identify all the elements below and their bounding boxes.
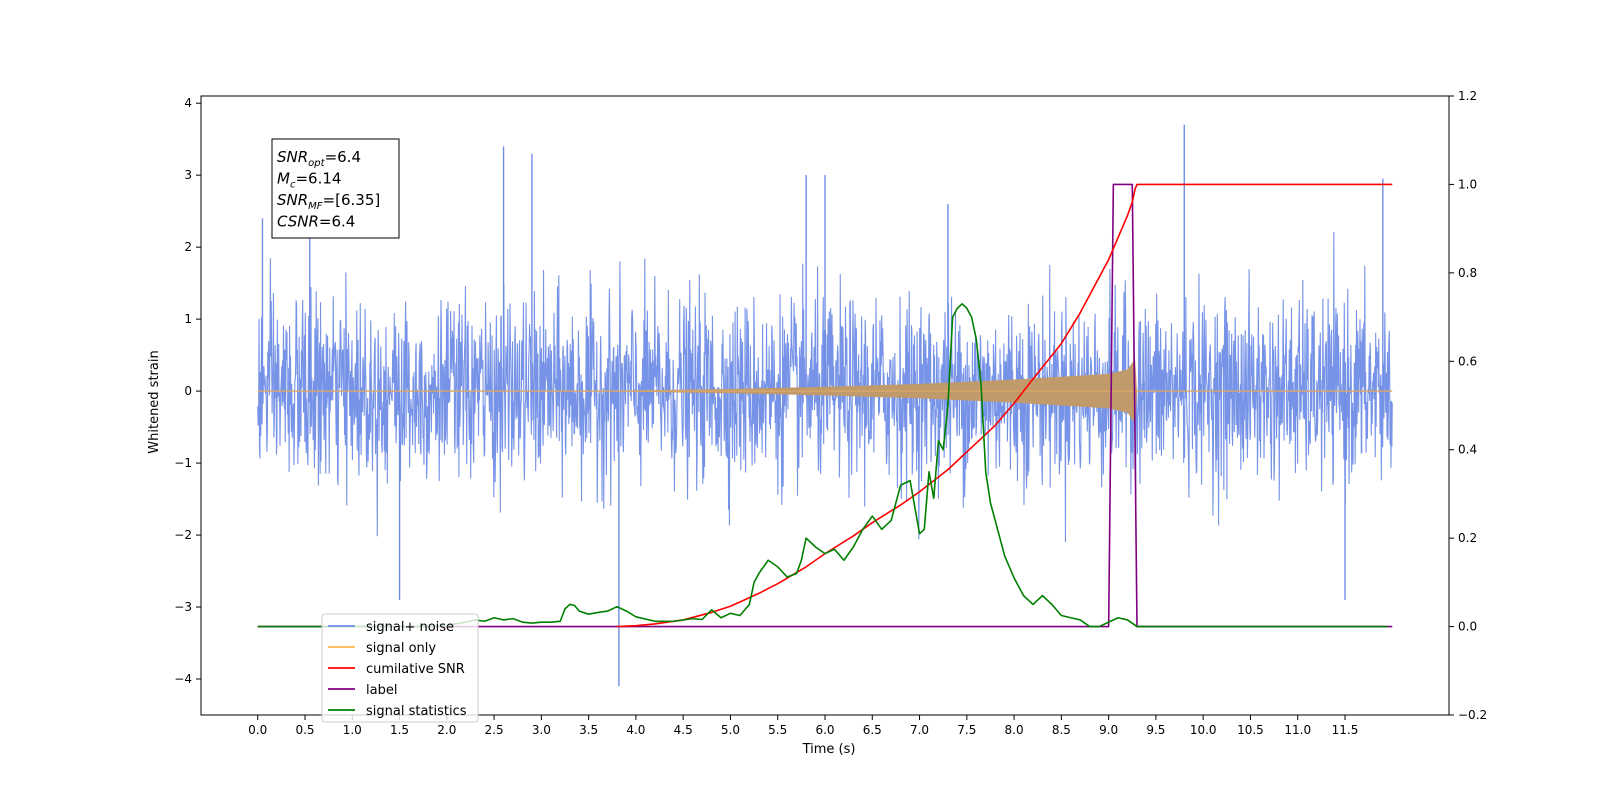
x-tick-label-0: 0.0 bbox=[248, 723, 267, 737]
annotation-subscript: MF bbox=[308, 201, 323, 212]
x-axis-label: Time (s) bbox=[802, 742, 856, 757]
annotation-line-0: SNRopt=6.4 bbox=[277, 148, 361, 169]
x-tick-label-11: 5.5 bbox=[768, 723, 787, 737]
annotation-subscript: opt bbox=[308, 158, 325, 169]
y-axis-label: Whitened strain bbox=[147, 350, 162, 453]
annotation-line-1: Mc=6.14 bbox=[277, 170, 341, 191]
y-tick-label-7: −3 bbox=[174, 600, 192, 614]
annotation-value: =[6.35] bbox=[323, 191, 381, 209]
y-tick-label-3: 1 bbox=[184, 312, 192, 326]
x-tick-label-4: 2.0 bbox=[437, 723, 456, 737]
annotation-line-3: CSNR=6.4 bbox=[277, 213, 355, 231]
x-tick-label-1: 0.5 bbox=[295, 723, 314, 737]
legend-label-3: label bbox=[366, 683, 397, 698]
x-tick-label-19: 9.5 bbox=[1146, 723, 1165, 737]
y2-tick-label-6: 0.0 bbox=[1458, 620, 1477, 634]
plot-layer bbox=[257, 124, 1393, 687]
x-tick-label-14: 7.0 bbox=[910, 723, 929, 737]
x-tick-label-3: 1.5 bbox=[390, 723, 409, 737]
x-tick-label-21: 10.5 bbox=[1237, 723, 1264, 737]
x-tick-label-9: 4.5 bbox=[674, 723, 693, 737]
annotation-value: =6.14 bbox=[295, 170, 341, 188]
legend-label-0: signal+ noise bbox=[366, 620, 454, 635]
y-tick-label-2: 2 bbox=[184, 240, 192, 254]
x-tick-label-7: 3.5 bbox=[579, 723, 598, 737]
x-tick-label-23: 11.5 bbox=[1332, 723, 1359, 737]
x-tick-label-18: 9.0 bbox=[1099, 723, 1118, 737]
annotation-symbol: M bbox=[277, 170, 290, 188]
annotation-frame bbox=[271, 138, 400, 239]
x-tick-label-12: 6.0 bbox=[815, 723, 834, 737]
annotation-value: =6.4 bbox=[319, 213, 355, 231]
y2-tick-label-7: −0.2 bbox=[1458, 708, 1487, 722]
series-signal-statistics-line bbox=[257, 303, 1388, 628]
y-tick-label-8: −4 bbox=[174, 672, 192, 686]
plot-area bbox=[257, 124, 1393, 687]
y2-tick-label-2: 0.8 bbox=[1458, 266, 1477, 280]
x-tick-label-10: 5.0 bbox=[721, 723, 740, 737]
y2-tick-label-1: 1.0 bbox=[1458, 177, 1477, 191]
annotation-line-2: SNRMF=[6.35] bbox=[277, 191, 380, 212]
legend-frame bbox=[321, 613, 479, 723]
x-tick-label-5: 2.5 bbox=[485, 723, 504, 737]
legend-label-2: cumilative SNR bbox=[366, 662, 465, 677]
legend-label-1: signal only bbox=[366, 641, 436, 656]
legend: signal+ noise signal only cumilative SNR la… bbox=[321, 613, 479, 723]
y-tick-label-1: 3 bbox=[184, 168, 192, 182]
y2-tick-label-5: 0.2 bbox=[1458, 531, 1477, 545]
y-tick-label-6: −2 bbox=[174, 528, 192, 542]
x-tick-label-15: 7.5 bbox=[957, 723, 976, 737]
y-tick-label-0: 4 bbox=[184, 96, 192, 110]
annotation-value: =6.4 bbox=[325, 148, 361, 166]
x-tick-label-2: 1.0 bbox=[343, 723, 362, 737]
legend-label-4: signal statistics bbox=[366, 704, 467, 719]
x-tick-label-22: 11.0 bbox=[1284, 723, 1311, 737]
y2-tick-label-0: 1.2 bbox=[1458, 89, 1477, 103]
x-tick-label-8: 4.0 bbox=[626, 723, 645, 737]
x-tick-label-13: 6.5 bbox=[863, 723, 882, 737]
y2-tick-label-3: 0.6 bbox=[1458, 354, 1477, 368]
annotation-symbol: SNR bbox=[277, 191, 308, 209]
annotation-symbol: SNR bbox=[277, 148, 308, 166]
x-tick-label-20: 10.0 bbox=[1190, 723, 1217, 737]
x-tick-label-17: 8.5 bbox=[1052, 723, 1071, 737]
series-cumulative-snr-line bbox=[616, 183, 1393, 628]
y2-tick-label-4: 0.4 bbox=[1458, 443, 1477, 457]
axes-layer: 0.0 0.5 1.0 1.5 2.0 2.5 3.0 3.5 4.0 4.5 5.0 5.5 6.0 6… bbox=[174, 89, 1487, 737]
y-tick-label-5: −1 bbox=[174, 456, 192, 470]
annotation-subscript: c bbox=[290, 180, 296, 191]
annotation-symbol: CSNR bbox=[277, 213, 319, 231]
x-tick-label-16: 8.0 bbox=[1005, 723, 1024, 737]
x-tick-label-6: 3.0 bbox=[532, 723, 551, 737]
y-tick-label-4: 0 bbox=[184, 384, 192, 398]
